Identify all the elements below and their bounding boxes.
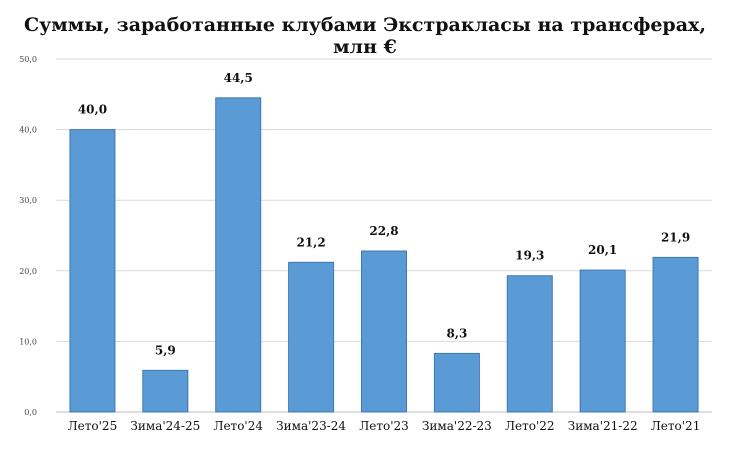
bars [69, 97, 699, 413]
data-label: 44,5 [224, 71, 253, 85]
x-tick-label: Лето'23 [359, 419, 409, 433]
data-label: 8,3 [446, 326, 467, 340]
x-tick-label: Лето'21 [651, 419, 701, 433]
bar [433, 352, 480, 413]
x-tick-label: Лето'25 [68, 419, 118, 433]
data-label: 40,0 [78, 103, 107, 117]
x-tick-label: Лето'24 [213, 419, 263, 433]
bar [142, 369, 189, 413]
y-axis-ticks: 0,0 10,0 20,0 30,0 40,0 50,0 [19, 55, 37, 417]
data-label: 20,1 [588, 243, 617, 257]
bar [215, 97, 262, 413]
y-tick-label: 30,0 [19, 196, 37, 205]
y-tick-label: 0,0 [24, 408, 37, 417]
y-tick-label: 20,0 [19, 267, 37, 276]
x-tick-label: Зима'23-24 [276, 419, 346, 433]
x-axis-ticks: Лето'25 Зима'24-25 Лето'24 Зима'23-24 Лето'2… [68, 419, 701, 433]
data-label: 19,3 [515, 249, 544, 263]
data-labels: 40,0 5,9 44,5 21,2 22,8 8,3 19,3 20,1 21,9 [78, 71, 690, 358]
bar [652, 256, 699, 413]
bar [288, 261, 335, 413]
y-tick-label: 50,0 [19, 55, 37, 64]
bar [69, 129, 116, 413]
x-tick-label: Лето'22 [505, 419, 555, 433]
bar [361, 250, 407, 413]
chart-title: Суммы, заработанные клубами Экстракласы … [24, 14, 706, 58]
bar [506, 275, 553, 413]
x-tick-label: Зима'21-22 [568, 419, 638, 433]
data-label: 5,9 [155, 343, 176, 357]
y-tick-label: 10,0 [19, 337, 37, 346]
data-label: 21,2 [296, 235, 325, 249]
data-label: 21,9 [661, 230, 690, 244]
data-label: 22,8 [369, 224, 398, 238]
bar [579, 269, 626, 413]
y-tick-label: 40,0 [19, 126, 37, 135]
x-tick-label: Зима'22-23 [422, 419, 492, 433]
x-tick-label: Зима'24-25 [130, 419, 200, 433]
